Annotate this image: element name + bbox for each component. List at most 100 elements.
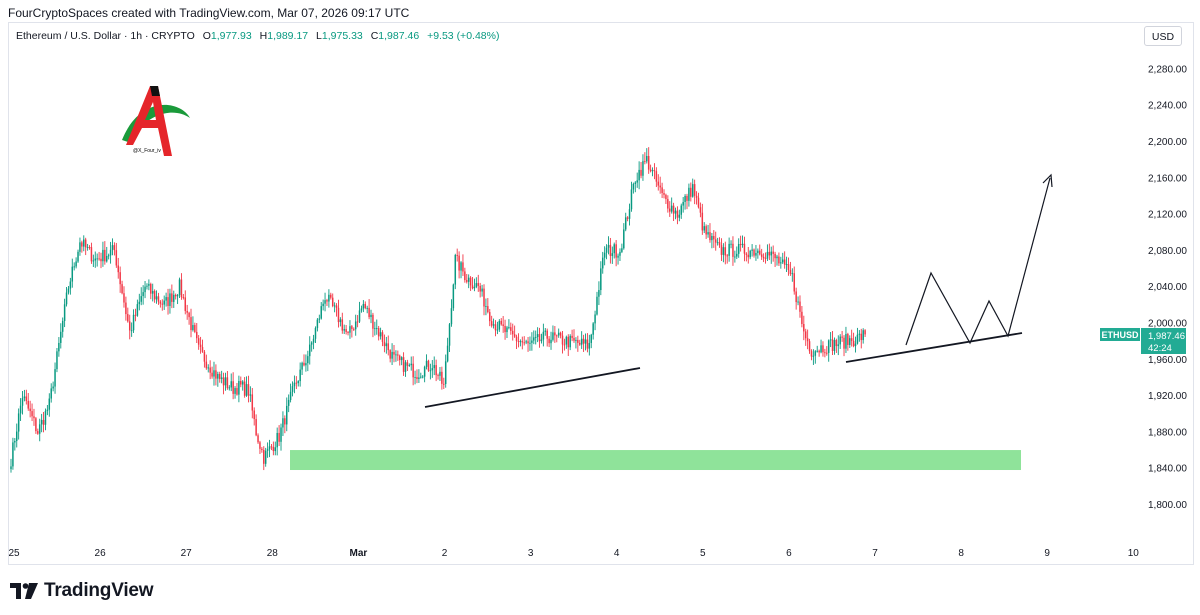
price-axis[interactable]: 1,800.00 1,840.00 1,880.00 1,920.00 1,960.00… [1148,64,1187,511]
candle-body [48,398,51,410]
candle-body [533,337,535,341]
candle-body [106,255,108,262]
trendline-2[interactable] [845,332,1023,363]
candle-body [766,251,769,259]
candle-body [134,314,137,316]
candle-body [579,342,581,345]
candle-body [862,330,864,341]
candle-body [498,320,501,330]
candle-body [65,292,68,305]
candle-body [234,388,236,394]
time-tick-label: 9 [1044,548,1050,559]
projection-arrowhead [1042,173,1053,188]
candle-body [272,446,275,452]
candle-body [603,252,606,258]
candle-body [67,288,70,293]
price-tick-label: 2,280.00 [1148,64,1187,75]
candle-body [554,332,556,336]
trendline-1[interactable] [424,367,641,408]
candle-body [161,303,164,305]
candle-body [115,250,118,266]
candle-body [251,394,254,411]
candle-body [732,243,734,257]
candle-body [358,310,361,322]
candle-body [437,375,439,377]
candle-body [711,236,713,241]
symbol-description[interactable]: Ethereum / U.S. Dollar · 1h · CRYPTO [16,30,195,42]
candle-body [406,362,409,366]
candle-body [713,236,715,240]
candle-body [856,334,859,344]
candle-body [504,325,506,333]
candle-body [12,442,14,467]
candle-body [441,371,443,384]
candle-body [136,304,139,316]
candle-body [217,373,219,379]
candle-body [709,232,711,241]
candle-body [460,262,462,271]
candle-body [695,195,698,198]
candle-body [17,413,20,432]
candle-body [573,337,575,341]
support-zone [290,450,1021,471]
candle-body [10,466,12,470]
candle-body [826,352,828,354]
candle-body [556,335,558,337]
candle-body [220,377,223,379]
candle-body [138,301,141,305]
candle-body [372,314,374,329]
candle-body [157,296,160,302]
candle-body [100,258,102,262]
time-tick-label: 2 [442,548,448,559]
candle-body [471,285,474,289]
candle-body [14,441,16,443]
candle-body [799,301,801,312]
candle-body [351,326,353,329]
candle-body [621,248,623,252]
candle-body [83,239,85,247]
candle-body [523,342,525,344]
candle-body [835,339,838,347]
candle-body [140,296,142,302]
candle-body [81,242,83,247]
candle-body [561,335,564,345]
candle-body [653,170,656,172]
candle-body [268,446,271,450]
candle-body [416,377,418,380]
candle-body [670,205,673,212]
candle-body [534,337,537,338]
candle-body [324,300,326,304]
candle-body [515,336,518,342]
candle-body [408,365,411,367]
candle-body [624,217,627,230]
candle-body [130,330,133,332]
projection-path[interactable] [905,177,1051,346]
candle-body [414,377,416,378]
footer-brand[interactable]: TradingView [10,580,154,602]
channel-logo [122,86,190,156]
currency-button[interactable]: USD [1144,26,1182,46]
price-tick-label: 1,800.00 [1148,500,1187,511]
candle-body [456,255,458,256]
candle-body [286,405,288,425]
candle-body [626,217,629,219]
candle-body [362,303,365,309]
candle-body [575,339,577,341]
candle-body [255,419,257,436]
candle-body [538,334,541,342]
time-tick-label: 3 [528,548,534,559]
candle-body [280,427,282,442]
candle-body [52,386,54,389]
candle-body [525,341,527,343]
candle-body [169,293,171,306]
time-axis[interactable]: 25 26 27 28 Mar 2 3 4 5 6 7 8 9 10 [8,548,1139,559]
candle-body [184,297,187,311]
chart-frame[interactable] [8,22,1194,565]
candle-body [266,449,269,451]
candle-body [580,338,583,345]
price-tag-text: 1,987.46 [1148,331,1185,342]
candle-body [450,308,453,325]
candle-body [843,337,845,349]
candle-body [588,342,591,349]
